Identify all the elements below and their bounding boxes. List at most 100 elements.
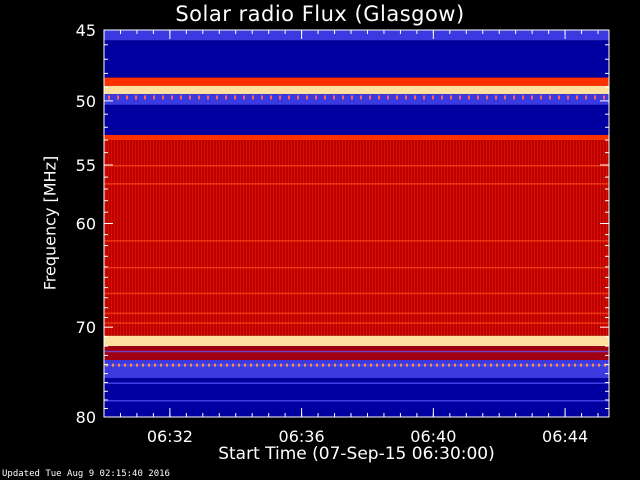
dot-mark	[594, 95, 596, 100]
dot-mark-74	[178, 363, 180, 367]
dot-mark-74	[154, 363, 156, 367]
dot-mark-74	[514, 363, 516, 367]
texture-line-6	[104, 322, 609, 324]
dot-mark-74	[532, 363, 534, 367]
band-3	[104, 85, 609, 95]
dot-mark	[414, 95, 416, 100]
dot-mark	[288, 95, 290, 100]
updated-timestamp: Updated Tue Aug 9 02:15:40 2016	[2, 469, 170, 479]
dot-mark	[270, 95, 272, 100]
dot-mark	[396, 95, 398, 100]
dot-mark	[117, 95, 119, 100]
x-tick-label: 06:40	[410, 427, 456, 446]
dot-mark-74	[136, 363, 138, 367]
dot-mark-74	[556, 363, 558, 367]
y-tick-label: 80	[76, 408, 96, 427]
dot-mark-74	[604, 363, 606, 367]
dot-mark	[531, 95, 533, 100]
dot-mark-74	[268, 363, 270, 367]
dot-mark-74	[466, 363, 468, 367]
x-ticks: 06:32 06:36 06:40 06:44	[103, 30, 599, 446]
dot-mark-74	[274, 363, 276, 367]
texture-line-10	[104, 399, 609, 402]
dot-mark-74	[148, 363, 150, 367]
dot-mark	[432, 95, 434, 100]
dot-mark-74	[496, 363, 498, 367]
chart-title: Solar radio Flux (Glasgow)	[175, 2, 465, 26]
dot-mark-74	[436, 363, 438, 367]
dot-mark	[495, 95, 497, 100]
red-streaks	[104, 140, 609, 336]
dot-mark-74	[196, 363, 198, 367]
texture-line-5	[104, 312, 609, 315]
spectrogram-texture	[104, 95, 609, 402]
dot-mark	[126, 95, 128, 100]
dot-mark-74	[364, 363, 366, 367]
y-tick-label: 60	[76, 215, 96, 234]
dot-mark	[342, 95, 344, 100]
dot-mark	[243, 95, 245, 100]
dot-mark-74	[472, 363, 474, 367]
dot-mark	[135, 95, 137, 100]
band-2	[104, 77, 609, 86]
dot-mark-74	[166, 363, 168, 367]
dot-mark	[108, 95, 110, 100]
x-tick-label: 06:36	[279, 427, 325, 446]
band-11	[104, 378, 609, 417]
band-4	[104, 94, 609, 105]
dot-mark-74	[544, 363, 546, 367]
dot-mark-74	[574, 363, 576, 367]
y-ticks: 45 50 55 60 70 80	[76, 21, 609, 427]
x-tick-label: 06:44	[542, 427, 588, 446]
dot-mark-74	[442, 363, 444, 367]
dot-mark-74	[526, 363, 528, 367]
dot-mark	[513, 95, 515, 100]
dot-mark	[261, 95, 263, 100]
dot-mark	[351, 95, 353, 100]
dot-mark	[315, 95, 317, 100]
dot-mark-74	[316, 363, 318, 367]
dot-mark-74	[406, 363, 408, 367]
dot-mark	[549, 95, 551, 100]
dot-mark-74	[424, 363, 426, 367]
dot-mark	[504, 95, 506, 100]
dot-mark-74	[352, 363, 354, 367]
y-tick-label: 70	[76, 318, 96, 337]
dot-mark-74	[508, 363, 510, 367]
dot-mark	[603, 95, 605, 100]
dot-mark	[333, 95, 335, 100]
texture-line-9	[104, 382, 609, 384]
dot-mark-74	[490, 363, 492, 367]
dot-mark	[441, 95, 443, 100]
dot-mark	[369, 95, 371, 100]
y-tick-label: 50	[76, 92, 96, 111]
dot-mark	[468, 95, 470, 100]
dot-mark	[387, 95, 389, 100]
dot-mark	[585, 95, 587, 100]
dot-mark	[297, 95, 299, 100]
y-tick-label: 45	[76, 21, 96, 40]
dot-mark-74	[376, 363, 378, 367]
dot-mark	[522, 95, 524, 100]
dot-mark-74	[256, 363, 258, 367]
band-9	[104, 346, 609, 361]
dot-mark-74	[550, 363, 552, 367]
dot-mark-74	[226, 363, 228, 367]
dot-mark	[144, 95, 146, 100]
dot-mark-74	[346, 363, 348, 367]
band-8	[104, 335, 609, 347]
dot-mark-74	[142, 363, 144, 367]
dot-mark	[180, 95, 182, 100]
dot-mark	[189, 95, 191, 100]
dot-mark-74	[340, 363, 342, 367]
dot-mark-74	[304, 363, 306, 367]
dot-mark-74	[322, 363, 324, 367]
texture-line-2	[104, 240, 609, 242]
dot-mark	[153, 95, 155, 100]
dot-mark-74	[598, 363, 600, 367]
dot-mark-74	[580, 363, 582, 367]
texture-line-1	[104, 183, 609, 185]
band-5	[104, 104, 609, 135]
texture-line-8	[104, 364, 609, 367]
dot-mark-74	[562, 363, 564, 367]
